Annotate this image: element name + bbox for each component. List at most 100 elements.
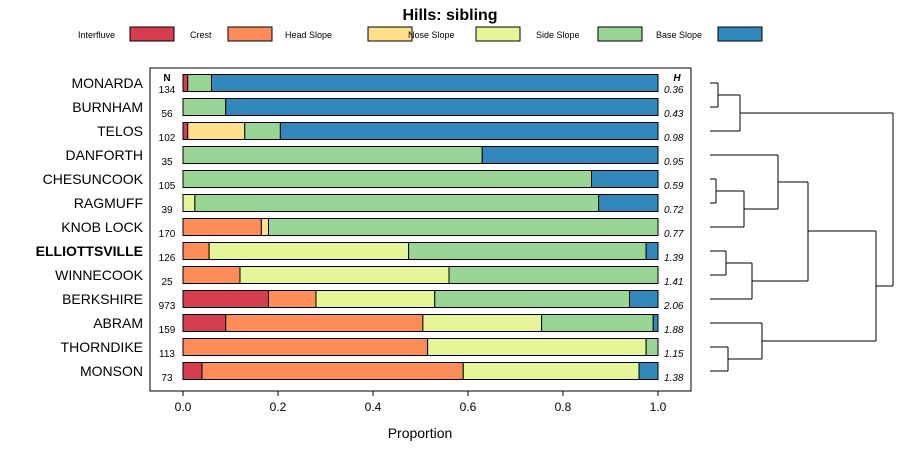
bar-segment — [182, 314, 227, 332]
row-n: 126 — [159, 253, 176, 264]
bar-rows: MONARDA 134 0.36 BURNHAM 56 0.43 TELOS 102 0.98 D… — [36, 74, 684, 384]
row-h: 2.06 — [663, 301, 684, 312]
row-name: ABRAM — [93, 315, 143, 331]
row-n: 35 — [161, 157, 173, 168]
bar-segment — [182, 338, 429, 356]
row-name: DANFORTH — [65, 147, 143, 163]
bar-segment — [182, 266, 241, 284]
h-header: H — [673, 73, 681, 84]
row-name: BURNHAM — [72, 99, 143, 115]
row-name: BERKSHIRE — [62, 291, 143, 307]
bar-segment — [645, 242, 659, 260]
legend-label: Side Slope — [536, 30, 580, 40]
bar-segment — [239, 266, 450, 284]
legend-label: Nose Slope — [408, 30, 455, 40]
bar-segment — [427, 338, 647, 356]
row-h: 1.15 — [664, 349, 684, 360]
bar-segment — [187, 74, 212, 92]
dendrogram — [710, 82, 894, 372]
bar-segment — [244, 122, 281, 140]
row-h: 0.36 — [664, 85, 684, 96]
legend-label: Head Slope — [285, 30, 332, 40]
legend-swatch — [717, 26, 763, 42]
row-n: 102 — [159, 133, 176, 144]
row-name: KNOB LOCK — [61, 219, 143, 235]
row-name: WINNECOOK — [55, 267, 144, 283]
bar-segment — [541, 314, 654, 332]
row-n: 73 — [161, 373, 173, 384]
bar-segment — [225, 314, 424, 332]
bar-segment — [268, 290, 317, 308]
bar-segment — [182, 290, 269, 308]
bar-segment — [434, 290, 630, 308]
row-name: THORNDIKE — [61, 339, 143, 355]
bar-segment — [225, 98, 659, 116]
legend-swatch — [129, 26, 175, 42]
bar-segment — [182, 362, 203, 380]
bar-segment — [182, 74, 189, 92]
bar-segment — [448, 266, 659, 284]
bar-segment — [638, 362, 659, 380]
legend: Interfluve Crest Head Slope Nose Slope Side … — [78, 26, 763, 42]
row-h: 0.43 — [664, 109, 684, 120]
bar-segment — [201, 362, 464, 380]
row-n: 39 — [161, 205, 173, 216]
n-header: N — [163, 73, 170, 84]
dendro-link — [752, 181, 809, 282]
dendro-link — [710, 262, 753, 300]
row-h: 1.41 — [664, 277, 683, 288]
legend-label: Crest — [190, 30, 212, 40]
row-n: 134 — [159, 85, 176, 96]
plot-frame — [149, 67, 692, 392]
row-n: 170 — [159, 229, 176, 240]
bar-segment — [182, 122, 189, 140]
dendro-link — [710, 346, 729, 372]
row-h: 1.39 — [664, 253, 684, 264]
row-h: 0.95 — [664, 157, 684, 168]
x-tick-label: 0.2 — [270, 400, 287, 414]
bar-segment — [652, 314, 659, 332]
bar-segment — [268, 218, 659, 236]
x-tick-label: 0.6 — [460, 400, 477, 414]
x-tick-label: 0.4 — [365, 400, 382, 414]
row-name: TELOS — [97, 123, 143, 139]
row-n: 105 — [159, 181, 176, 192]
x-tick-label: 1.0 — [650, 400, 667, 414]
dendro-link — [710, 82, 719, 108]
row-n: 159 — [159, 325, 176, 336]
row-name: MONSON — [80, 363, 143, 379]
row-h: 0.59 — [664, 181, 684, 192]
dendro-link — [710, 94, 741, 132]
legend-label: Interfluve — [78, 30, 115, 40]
legend-label: Base Slope — [656, 30, 702, 40]
legend-swatch — [597, 26, 643, 42]
dendro-link — [710, 250, 727, 276]
bar-segment — [408, 242, 647, 260]
row-n: 25 — [161, 277, 173, 288]
bar-segment — [182, 98, 227, 116]
dendro-link — [740, 112, 894, 287]
x-tick-label: 0.8 — [555, 400, 572, 414]
dendro-link — [762, 230, 877, 342]
legend-swatch — [475, 26, 521, 42]
bar-segment — [187, 122, 246, 140]
bar-segment — [194, 194, 600, 212]
row-h: 0.98 — [664, 133, 684, 144]
legend-swatch — [367, 26, 413, 42]
bar-segment — [182, 170, 592, 188]
row-h: 0.77 — [664, 229, 684, 240]
bar-segment — [481, 146, 659, 164]
bar-segment — [182, 218, 262, 236]
legend-swatch — [227, 26, 273, 42]
row-n: 56 — [161, 109, 173, 120]
bar-segment — [208, 242, 410, 260]
bar-segment — [422, 314, 543, 332]
row-name: ELLIOTTSVILLE — [36, 243, 143, 259]
x-axis-label: Proportion — [388, 425, 453, 441]
row-h: 0.72 — [664, 205, 684, 216]
chart-title: Hills: sibling — [402, 7, 497, 24]
bar-segment — [629, 290, 659, 308]
dendro-link — [710, 190, 745, 228]
row-h: 1.38 — [664, 373, 684, 384]
